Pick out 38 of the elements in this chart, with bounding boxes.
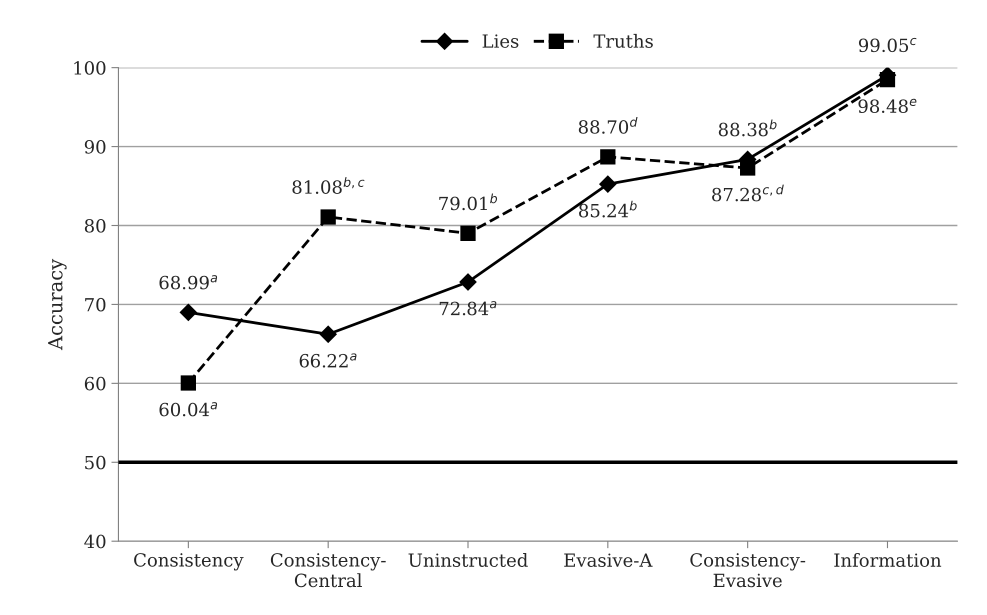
x-tick-label: Consistency- Central [270,553,386,588]
x-tick-label: Consistency- Evasive [690,553,806,588]
data-label: 60.04$^{a}$ [159,402,218,416]
point [320,209,336,225]
x-tick-label: Evasive-A [564,553,653,567]
y-tick-label: 80 [84,218,106,233]
data-label: 85.24$^{b}$ [579,200,637,218]
point [740,160,756,176]
y-tick-label: 60 [84,376,106,390]
point [599,176,616,193]
x-tick-label: Information [834,553,942,567]
data-label: 88.70$^{d}$ [578,117,638,134]
x-tick-label: Consistency [134,553,244,570]
point [459,273,477,291]
point [180,304,197,321]
point [180,375,196,391]
y-tick-label: 100 [74,61,106,75]
point [320,326,337,343]
y-tick-label: 70 [85,298,106,312]
point [600,149,616,164]
y-axis-title: Accuracy [48,258,67,350]
y-tick-label: 40 [84,534,106,548]
data-label: 99.05$^{c}$ [858,38,916,52]
data-label: 66.22$^{a}$ [300,353,356,368]
legend-label: Truths [594,34,653,48]
data-label: 81.08$^{b,c}$ [292,177,364,194]
y-tick-label: 50 [85,456,106,470]
data-label: 98.48$^{e}$ [858,98,916,113]
data-label: 87.28$^{c,d}$ [712,184,784,202]
point [460,226,476,241]
data-label: 79.01$^{b}$ [439,194,498,210]
x-tick-label: Uninstructed [408,553,528,567]
point [880,72,896,88]
data-label: 68.99$^{a}$ [159,275,218,290]
y-tick-label: 90 [84,140,106,154]
data-label: 72.84$^{a}$ [440,301,496,316]
data-label: 88.38$^{b}$ [718,120,777,136]
legend-label: Lies [482,34,518,48]
